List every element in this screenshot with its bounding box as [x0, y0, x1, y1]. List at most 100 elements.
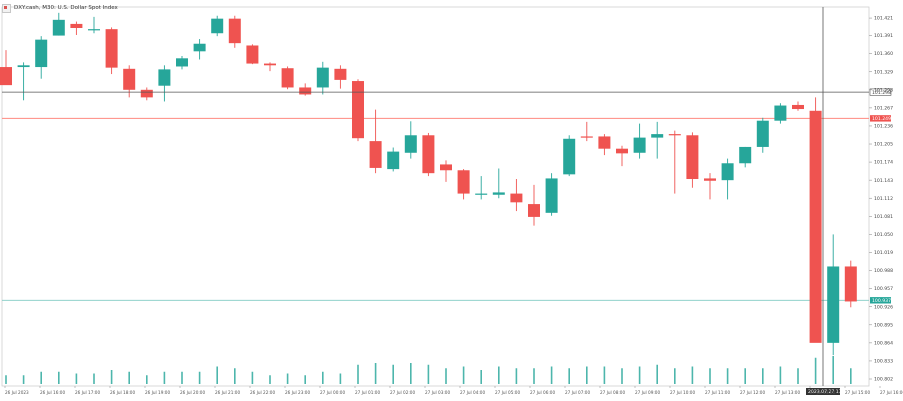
volume-bar: [40, 371, 42, 384]
bear-candle: [228, 18, 241, 44]
chart-window-icon: [2, 3, 11, 13]
bear-candle: [616, 148, 628, 154]
bull-candle: [756, 120, 769, 147]
green-level-label: 100.937: [872, 298, 891, 304]
time-tick-label: 27 Jul 08:00: [600, 390, 625, 395]
volume-bar: [251, 371, 254, 384]
volume-bar: [586, 366, 588, 384]
bear-candle: [457, 170, 470, 194]
volume-bar: [322, 371, 324, 384]
time-tick-label: 27 Jul 02:00: [390, 390, 415, 395]
bear-candle: [264, 63, 276, 66]
bear-candle: [281, 68, 294, 88]
volume-bar: [550, 366, 553, 384]
bull-candle: [387, 151, 400, 170]
volume-bars: [5, 356, 852, 384]
bear-candle: [510, 193, 523, 203]
time-tick-label: 27 Jul 14:00: [810, 390, 835, 395]
volume-bar: [216, 366, 218, 384]
price-tick-label: 101.112: [874, 196, 893, 202]
time-tick-label: 27 Jul 00:00: [320, 390, 345, 395]
time-tick-label: 27 Jul 15:00: [845, 390, 870, 395]
volume-bar: [656, 364, 658, 384]
time-tick-label: 27 Jul 07:00: [565, 390, 590, 395]
bull-candle: [211, 18, 224, 34]
volume-bar: [163, 371, 166, 384]
volume-bar: [5, 375, 7, 384]
bear-candle: [598, 136, 611, 149]
candles: [0, 12, 857, 356]
volume-bar: [832, 356, 834, 384]
volume-bar: [762, 368, 764, 384]
bull-candle: [17, 65, 30, 68]
volume-bar: [110, 370, 113, 384]
bear-candle: [704, 178, 716, 181]
price-tick-label: 100.957: [874, 286, 893, 292]
volume-bar: [709, 368, 711, 384]
crosshair-time-label: 2023.07.27 17:00: [808, 389, 849, 395]
bear-candle: [123, 68, 136, 90]
price-tick-label: 101.267: [874, 105, 893, 111]
volume-bar: [621, 368, 623, 384]
volume-bar: [726, 368, 729, 384]
crosshair-price-tag: [869, 88, 892, 96]
crosshair-time-tag: [806, 388, 840, 395]
volume-bar: [339, 373, 342, 384]
bear-candle: [0, 67, 12, 86]
price-tick-label: 101.081: [874, 214, 893, 220]
time-tick-label: 27 Jul 12:00: [740, 390, 765, 395]
volume-bar: [269, 375, 271, 384]
price-tick-label: 101.205: [874, 142, 893, 148]
volume-bar: [480, 370, 482, 384]
bear-candle: [299, 87, 312, 95]
price-tick-label: 100.864: [874, 340, 893, 346]
time-tick-label: 27 Jul 11:00: [705, 390, 730, 395]
volume-bar: [234, 368, 236, 384]
bear-candle: [440, 164, 452, 171]
time-tick-label: 27 Jul 03:00: [425, 390, 450, 395]
volume-bar: [22, 375, 25, 384]
bull-candle: [633, 137, 646, 153]
symbol-bar: DXY.cash, M30: U.S. Dollar Spot Index: [2, 1, 118, 15]
bull-candle: [35, 39, 48, 68]
volume-bar: [304, 375, 306, 384]
price-tick-label: 101.298: [874, 87, 893, 93]
volume-bar: [533, 368, 535, 384]
volume-bar: [814, 357, 817, 384]
bull-candle: [563, 138, 576, 175]
price-tick-label: 101.421: [874, 16, 893, 22]
volume-bar: [603, 366, 606, 384]
green-level-tag: [870, 297, 891, 304]
crosshair-price-label: 101.298: [872, 90, 891, 96]
volume-bar: [181, 371, 183, 384]
time-tick-label: 27 Jul 13:00: [775, 390, 800, 395]
volume-bar: [515, 368, 518, 384]
time-tick-label: 27 Jul 05:00: [495, 390, 520, 395]
time-tick-label: 26 Jul 2023: [5, 390, 29, 395]
volume-bar: [286, 373, 289, 384]
crosshair: 101.298 2023.07.27 17:00: [2, 7, 892, 395]
volume-bar: [779, 366, 782, 384]
bull-candle: [475, 193, 488, 195]
bear-candle: [528, 204, 540, 217]
price-tick-label: 101.143: [874, 178, 893, 184]
time-tick-label: 27 Jul 16:00: [880, 390, 903, 395]
volume-bar: [146, 375, 148, 384]
volume-bar: [744, 368, 746, 384]
time-tick-label: 26 Jul 22:00: [250, 390, 275, 395]
bear-candle: [844, 266, 857, 302]
bear-candle: [809, 110, 822, 343]
time-tick-label: 27 Jul 10:00: [670, 390, 695, 395]
volume-bar: [445, 368, 447, 384]
symbol-title: DXY.cash, M30: U.S. Dollar Spot Index: [14, 5, 118, 11]
bull-candle: [721, 163, 734, 181]
price-tick-label: 101.360: [874, 51, 893, 57]
volume-bar: [797, 368, 799, 384]
volume-bar: [850, 368, 852, 384]
bull-candle: [176, 58, 188, 67]
bull-candle: [827, 266, 840, 343]
horizontal-lines[interactable]: 101.249 100.937: [2, 115, 891, 304]
volume-bar: [357, 364, 359, 384]
